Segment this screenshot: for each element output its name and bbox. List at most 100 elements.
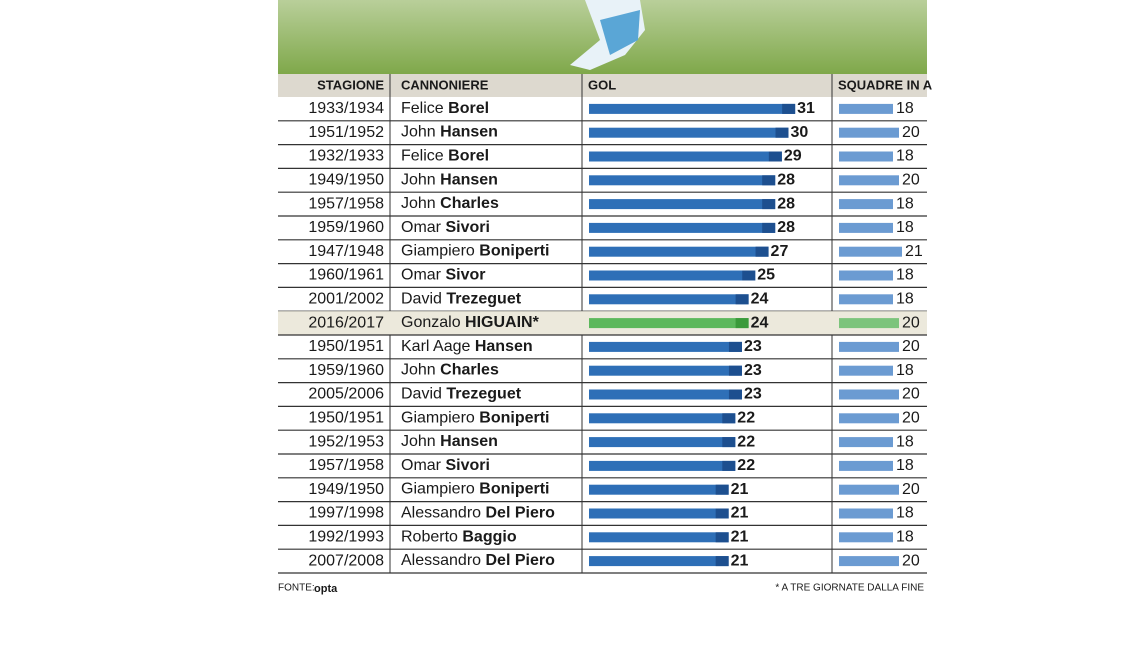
first-name: Karl Aage bbox=[401, 338, 470, 355]
teams-label: 20 bbox=[902, 410, 920, 427]
teams-bar bbox=[839, 413, 899, 424]
teams-label: 18 bbox=[896, 219, 914, 236]
scorer: Giampiero Boniperti bbox=[401, 481, 549, 498]
teams-label: 18 bbox=[896, 267, 914, 284]
teams-label: 18 bbox=[896, 148, 914, 165]
teams-label: 18 bbox=[896, 529, 914, 546]
goal-bar bbox=[589, 556, 729, 567]
scorer: Omar Sivor bbox=[401, 267, 485, 284]
goal-label: 22 bbox=[737, 457, 755, 474]
last-name: Borel bbox=[448, 100, 489, 117]
scorer: John Hansen bbox=[401, 124, 498, 141]
first-name: Gonzalo bbox=[401, 314, 461, 331]
last-name: Hansen bbox=[475, 338, 533, 355]
goal-label: 23 bbox=[744, 386, 762, 403]
scorer: Alessandro Del Piero bbox=[401, 505, 555, 522]
goal-bar-end bbox=[755, 246, 769, 257]
season: 1949/1950 bbox=[308, 481, 384, 498]
teams-label: 20 bbox=[902, 386, 920, 403]
goal-bar bbox=[589, 103, 796, 114]
goal-bar-end bbox=[735, 318, 749, 329]
season: 1950/1951 bbox=[308, 410, 384, 427]
season: 1952/1953 bbox=[308, 433, 384, 450]
last-name: Sivor bbox=[445, 267, 485, 284]
goal-label: 28 bbox=[777, 219, 795, 236]
last-name: Charles bbox=[440, 195, 499, 212]
goal-label: 24 bbox=[751, 291, 769, 308]
scorer: Gonzalo HIGUAIN* bbox=[401, 314, 540, 331]
goal-bar bbox=[589, 508, 729, 519]
teams-bar bbox=[839, 270, 893, 281]
teams-bar bbox=[839, 318, 899, 329]
first-name: Omar bbox=[401, 457, 442, 474]
teams-label: 20 bbox=[902, 552, 920, 569]
goal-label: 28 bbox=[777, 195, 795, 212]
goal-bar bbox=[589, 318, 749, 329]
source: opta bbox=[314, 583, 338, 595]
goal-label: 30 bbox=[791, 124, 809, 141]
last-name: Del Piero bbox=[486, 505, 556, 522]
goal-bar bbox=[589, 532, 729, 543]
goal-label: 31 bbox=[797, 100, 815, 117]
goal-label: 27 bbox=[771, 243, 789, 260]
goal-bar-end bbox=[715, 556, 729, 567]
season: 1959/1960 bbox=[308, 219, 384, 236]
scorer: Giampiero Boniperti bbox=[401, 410, 549, 427]
last-name: Sivori bbox=[445, 457, 489, 474]
scorer: David Trezeguet bbox=[401, 291, 522, 308]
teams-bar bbox=[839, 556, 899, 567]
goal-label: 24 bbox=[751, 314, 769, 331]
last-name: Trezeguet bbox=[446, 386, 521, 403]
goal-bar bbox=[589, 437, 736, 448]
column-header: SQUADRE IN A bbox=[838, 77, 933, 92]
teams-bar bbox=[839, 151, 893, 162]
season: 1951/1952 bbox=[308, 124, 384, 141]
season: 1960/1961 bbox=[308, 267, 384, 284]
goal-bar-end bbox=[768, 151, 782, 162]
teams-label: 20 bbox=[902, 124, 920, 141]
teams-bar bbox=[839, 484, 899, 495]
season: 1957/1958 bbox=[308, 195, 384, 212]
last-name: Borel bbox=[448, 148, 489, 165]
goal-label: 21 bbox=[731, 505, 749, 522]
last-name: Charles bbox=[440, 362, 499, 379]
goal-bar-end bbox=[782, 103, 796, 114]
goal-bar-end bbox=[762, 222, 776, 233]
goal-bar bbox=[589, 222, 776, 233]
source-label: FONTE: bbox=[278, 583, 315, 594]
scorer: John Charles bbox=[401, 195, 499, 212]
goal-bar-end bbox=[775, 127, 789, 138]
goal-bar-end bbox=[728, 341, 742, 352]
season: 1932/1933 bbox=[308, 148, 384, 165]
teams-bar bbox=[839, 246, 902, 257]
teams-bar bbox=[839, 508, 893, 519]
scorer: Omar Sivori bbox=[401, 457, 490, 474]
season: 1992/1993 bbox=[308, 529, 384, 546]
season: 1949/1950 bbox=[308, 172, 384, 189]
goal-label: 23 bbox=[744, 338, 762, 355]
teams-bar bbox=[839, 532, 893, 543]
teams-bar bbox=[839, 175, 899, 186]
goal-label: 22 bbox=[737, 410, 755, 427]
goal-bar bbox=[589, 270, 756, 281]
goal-bar bbox=[589, 389, 742, 400]
teams-label: 18 bbox=[896, 195, 914, 212]
goal-bar bbox=[589, 341, 742, 352]
teams-bar bbox=[839, 365, 893, 376]
goal-bar bbox=[589, 365, 742, 376]
column-header: GOL bbox=[588, 77, 616, 92]
teams-bar bbox=[839, 103, 893, 114]
teams-label: 21 bbox=[905, 243, 923, 260]
goal-bar-end bbox=[728, 389, 742, 400]
scorer: Roberto Baggio bbox=[401, 529, 517, 546]
first-name: David bbox=[401, 291, 442, 308]
teams-bar bbox=[839, 389, 899, 400]
goal-bar bbox=[589, 127, 789, 138]
first-name: John bbox=[401, 124, 436, 141]
first-name: Felice bbox=[401, 100, 444, 117]
first-name: Alessandro bbox=[401, 552, 481, 569]
last-name: Hansen bbox=[440, 124, 498, 141]
first-name: Roberto bbox=[401, 529, 458, 546]
last-name: Boniperti bbox=[479, 481, 549, 498]
season: 1959/1960 bbox=[308, 362, 384, 379]
